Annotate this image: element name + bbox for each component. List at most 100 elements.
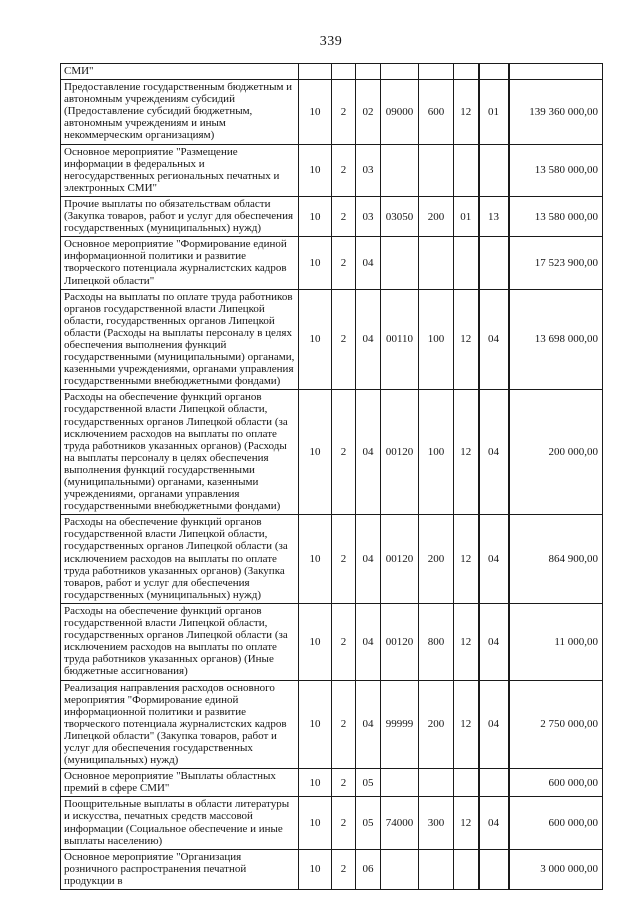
code-cell: 12 — [453, 389, 480, 516]
code-cell: 2 — [331, 679, 356, 770]
code-cell: 2 — [331, 514, 356, 604]
code-cell: 100 — [418, 389, 454, 516]
code-cell — [380, 62, 419, 81]
code-cell — [478, 848, 510, 891]
code-cell: 2 — [331, 143, 356, 197]
code-cell: 06 — [355, 848, 381, 891]
code-cell: 04 — [355, 389, 381, 516]
code-cell — [478, 236, 510, 290]
code-cell: 04 — [355, 679, 381, 770]
code-cell: 100 — [418, 288, 454, 391]
code-cell: 13 — [478, 195, 510, 238]
code-cell: 00120 — [380, 514, 419, 604]
row-description: Основное мероприятие "Размещение информа… — [60, 143, 299, 197]
code-cell: 2 — [331, 796, 356, 850]
row-description: Расходы на обеспечение функций органов г… — [60, 602, 299, 681]
code-cell: 600 — [418, 79, 454, 145]
table-row: Расходы на обеспечение функций органов г… — [60, 602, 603, 681]
code-cell: 10 — [298, 236, 332, 290]
amount-cell: 13 698 000,00 — [508, 288, 603, 391]
code-cell: 10 — [298, 514, 332, 604]
code-cell: 12 — [453, 514, 480, 604]
code-cell: 200 — [418, 514, 454, 604]
code-cell — [380, 768, 419, 798]
code-cell: 10 — [298, 679, 332, 770]
row-description: Предоставление государственным бюджетным… — [60, 79, 299, 145]
code-cell: 01 — [478, 79, 510, 145]
code-cell — [453, 143, 480, 197]
amount-cell: 600 000,00 — [508, 796, 603, 850]
code-cell: 00120 — [380, 389, 419, 516]
code-cell — [355, 62, 381, 81]
code-cell: 03 — [355, 143, 381, 197]
code-cell — [453, 62, 480, 81]
code-cell: 74000 — [380, 796, 419, 850]
row-description: Расходы на обеспечение функций органов г… — [60, 514, 299, 604]
code-cell: 2 — [331, 236, 356, 290]
code-cell: 10 — [298, 389, 332, 516]
code-cell: 2 — [331, 288, 356, 391]
code-cell: 00120 — [380, 602, 419, 681]
amount-cell: 600 000,00 — [508, 768, 603, 798]
code-cell: 2 — [331, 768, 356, 798]
table-row: Основное мероприятие "Размещение информа… — [60, 143, 603, 197]
code-cell: 2 — [331, 79, 356, 145]
amount-cell — [508, 62, 603, 81]
amount-cell: 200 000,00 — [508, 389, 603, 516]
code-cell — [380, 236, 419, 290]
amount-cell: 3 000 000,00 — [508, 848, 603, 891]
budget-table: СМИ" Предоставление государственным бюдже… — [60, 62, 603, 891]
code-cell: 2 — [331, 389, 356, 516]
code-cell: 10 — [298, 288, 332, 391]
code-cell: 04 — [355, 236, 381, 290]
page-content: 339 СМИ" Предоставление государственным б… — [60, 0, 603, 891]
code-cell: 04 — [478, 679, 510, 770]
amount-cell: 11 000,00 — [508, 602, 603, 681]
code-cell — [453, 236, 480, 290]
table-row: Основное мероприятие "Выплаты областных … — [60, 768, 603, 798]
code-cell: 10 — [298, 796, 332, 850]
row-description: Основное мероприятие "Выплаты областных … — [60, 768, 299, 798]
code-cell: 04 — [478, 514, 510, 604]
code-cell — [298, 62, 332, 81]
code-cell — [418, 848, 454, 891]
code-cell: 04 — [478, 389, 510, 516]
row-description: Расходы на обеспечение функций органов г… — [60, 389, 299, 516]
code-cell — [380, 143, 419, 197]
code-cell: 03050 — [380, 195, 419, 238]
code-cell: 05 — [355, 796, 381, 850]
code-cell: 10 — [298, 79, 332, 145]
table-row: Основное мероприятие "Организация рознич… — [60, 848, 603, 891]
row-description: СМИ" — [60, 62, 299, 81]
page-number: 339 — [319, 34, 343, 49]
table-row: Расходы на обеспечение функций органов г… — [60, 514, 603, 604]
code-cell: 200 — [418, 679, 454, 770]
code-cell: 200 — [418, 195, 454, 238]
code-cell — [478, 143, 510, 197]
code-cell: 04 — [355, 602, 381, 681]
table-row: Предоставление государственным бюджетным… — [60, 79, 603, 145]
code-cell: 99999 — [380, 679, 419, 770]
amount-cell: 13 580 000,00 — [508, 195, 603, 238]
code-cell: 12 — [453, 679, 480, 770]
code-cell: 04 — [355, 288, 381, 391]
code-cell: 05 — [355, 768, 381, 798]
row-description: Основное мероприятие "Организация рознич… — [60, 848, 299, 891]
code-cell: 01 — [453, 195, 480, 238]
code-cell: 04 — [478, 288, 510, 391]
code-cell: 12 — [453, 602, 480, 681]
table-row: Расходы на выплаты по оплате труда работ… — [60, 288, 603, 391]
budget-table-body: СМИ" Предоставление государственным бюдже… — [60, 62, 603, 891]
code-cell: 03 — [355, 195, 381, 238]
code-cell: 2 — [331, 195, 356, 238]
amount-cell: 13 580 000,00 — [508, 143, 603, 197]
code-cell: 800 — [418, 602, 454, 681]
table-row: Основное мероприятие "Формирование едино… — [60, 236, 603, 290]
table-row: СМИ" — [60, 62, 603, 81]
code-cell — [453, 768, 480, 798]
table-row: Поощрительные выплаты в области литерату… — [60, 796, 603, 850]
amount-cell: 2 750 000,00 — [508, 679, 603, 770]
code-cell — [418, 768, 454, 798]
amount-cell: 139 360 000,00 — [508, 79, 603, 145]
